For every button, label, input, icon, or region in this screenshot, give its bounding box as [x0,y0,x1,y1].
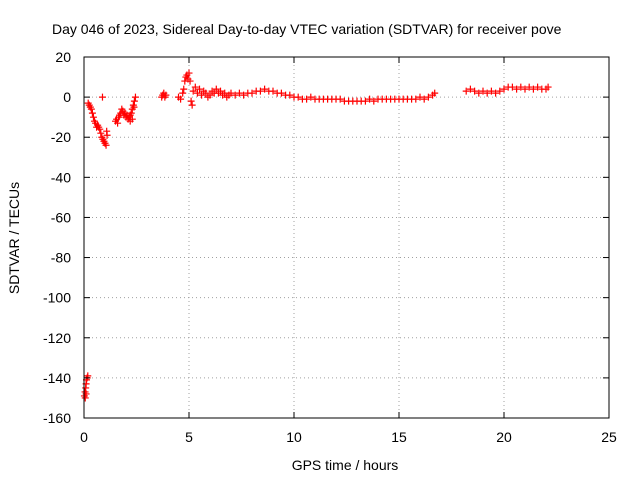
data-points [80,69,552,402]
data-point [286,91,294,99]
x-tick-label: 5 [185,429,193,445]
data-point [248,89,256,97]
data-point [416,93,424,101]
y-tick-label: -60 [51,209,71,225]
x-tick-label: 15 [391,429,407,445]
data-point [483,89,491,97]
data-point [87,105,95,113]
data-point [240,91,248,99]
data-point [179,89,187,97]
y-tick-label: -100 [43,290,71,306]
data-point [191,83,199,91]
data-point [269,87,277,95]
data-point [336,95,344,103]
y-tick-label: -80 [51,250,71,266]
y-axis-ticks: 20 0 -20 -40 -60 -80 -100 -120 -140 -160 [43,49,609,426]
data-point [212,85,220,93]
data-point [496,87,504,95]
data-point [131,93,139,101]
data-point [162,91,170,99]
data-point [261,85,269,93]
data-point [227,89,235,97]
x-tick-label: 10 [286,429,302,445]
data-point [130,103,138,111]
grid-lines [84,57,609,418]
data-point [521,85,529,93]
data-point [513,85,521,93]
x-tick-label: 25 [601,429,617,445]
data-point [529,85,537,93]
y-tick-label: -20 [51,129,71,145]
data-point [424,93,432,101]
data-point [277,89,285,97]
y-tick-label: 20 [55,49,71,65]
data-point [431,89,439,97]
data-point [420,95,428,103]
x-axis-ticks: 0 5 10 15 20 25 [80,57,617,445]
data-point [198,91,206,99]
data-point [202,89,210,97]
data-point [130,97,138,105]
data-point [128,115,136,123]
data-point [303,95,311,103]
data-point [361,97,369,105]
data-point [97,129,105,137]
data-point [525,83,533,91]
data-point [96,125,104,133]
data-point [88,109,96,117]
data-point [366,95,374,103]
data-point [231,91,239,99]
data-point [235,89,243,97]
data-point [89,113,97,121]
data-point [206,91,214,99]
data-point [187,97,195,105]
y-tick-label: -140 [43,370,71,386]
data-point [370,97,378,105]
data-point [294,93,302,101]
data-point [412,95,420,103]
x-tick-label: 0 [80,429,88,445]
data-point [114,119,122,127]
data-point [307,93,315,101]
data-point [221,89,229,97]
y-tick-label: 0 [63,89,71,105]
data-point [471,87,479,95]
data-point [217,87,224,95]
x-axis-label: GPS time / hours [292,457,399,473]
data-point [256,87,264,95]
data-point [177,95,185,103]
data-point [544,83,552,91]
data-point [185,69,193,77]
data-point [186,77,194,85]
y-axis-label: SDTVAR / TECUs [6,182,22,294]
data-point [466,85,474,93]
y-tick-label: -40 [51,169,71,185]
data-point [479,87,487,95]
data-point [500,85,508,93]
x-tick-label: 20 [496,429,512,445]
data-point [508,83,516,91]
data-point [534,83,542,91]
data-point [193,89,201,97]
data-point [189,87,197,95]
plot-frame [83,56,610,419]
chart-title: Day 046 of 2023, Sidereal Day-to-day VTE… [52,21,562,37]
data-point [475,89,483,97]
data-point [127,109,135,117]
data-point [492,89,500,97]
data-point [196,85,203,93]
y-tick-label: -120 [43,330,71,346]
data-point [517,83,525,91]
data-point [102,141,110,149]
data-point [81,394,89,402]
data-point [180,85,188,93]
data-point [487,87,495,95]
data-point [462,87,470,95]
y-tick-label: -160 [43,410,71,426]
data-point [103,127,111,135]
data-point [98,93,106,101]
data-point [188,101,196,109]
